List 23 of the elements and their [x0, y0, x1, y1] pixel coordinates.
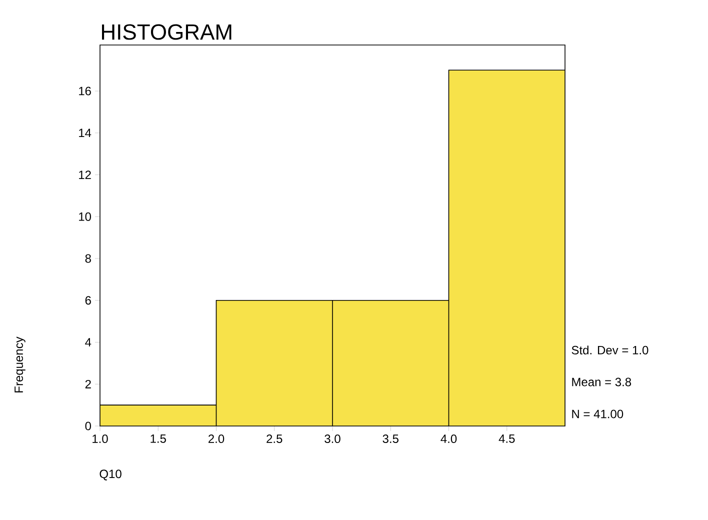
x-axis-title: Q10 — [100, 470, 122, 480]
x-tick-label: 1.0 — [92, 434, 108, 444]
text: Std. Dev = 1.0 — [572, 346, 648, 354]
text: Mean = 3.8 — [572, 378, 632, 386]
x-tick-label: 4.5 — [498, 434, 515, 443]
y-axis-title: Frequency — [14, 336, 26, 392]
x-tick-label: 2.0 — [208, 434, 224, 444]
y-tick-label: 6 — [85, 296, 91, 305]
chart-title: HISTOGRAM — [102, 24, 232, 40]
y-tick-label: 10 — [79, 212, 92, 221]
y-tick-label: 0 — [85, 422, 92, 430]
y-tick-label: 12 — [79, 170, 91, 179]
y-tick-label: 2 — [85, 380, 91, 388]
y-tick-label: 4 — [85, 338, 92, 346]
x-tick-label: 2.5 — [266, 434, 282, 444]
x-tick-label: 1.5 — [150, 434, 166, 443]
y-tick-label: 14 — [79, 128, 92, 138]
y-tick-label: 16 — [79, 86, 91, 96]
x-tick-label: 3.5 — [382, 434, 398, 444]
y-tick-label: 8 — [85, 254, 91, 263]
x-tick-label: 4.0 — [440, 434, 457, 444]
text: N = 41.00 — [572, 410, 624, 418]
x-tick-label: 3.0 — [324, 434, 340, 444]
